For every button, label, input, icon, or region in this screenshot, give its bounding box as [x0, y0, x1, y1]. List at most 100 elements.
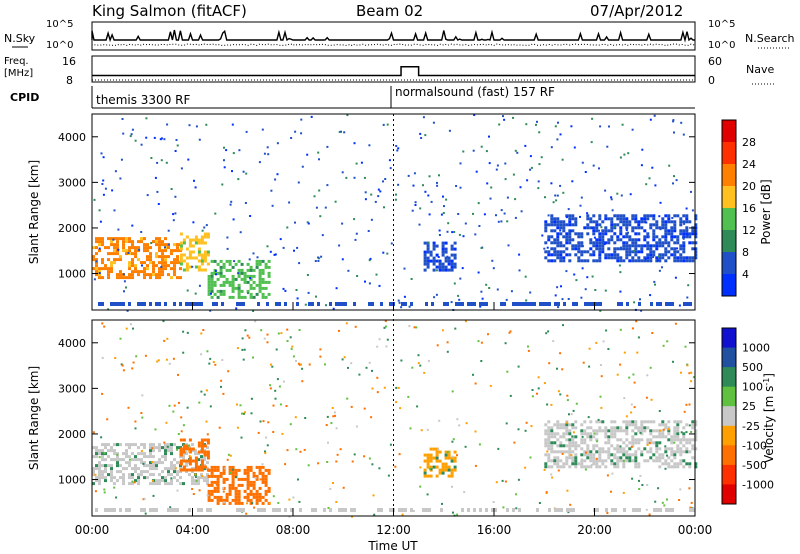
y-tick-label: 4000 — [58, 337, 86, 350]
velocity-cbar-tick: 500 — [742, 361, 763, 374]
y-tick-label: 1000 — [58, 474, 86, 487]
noise-tick-top-right: 10^5 — [708, 19, 735, 30]
freq-panel: Freq. [MHz] 16 8 60 0 Nave — [4, 55, 776, 87]
velocity-cbar-tick: 25 — [742, 400, 756, 413]
y-tick-label: 2000 — [58, 222, 86, 235]
velocity-cbar-swatch — [722, 484, 736, 505]
y-tick-label: 3000 — [58, 382, 86, 395]
freq-label-line2: [MHz] — [4, 68, 33, 79]
power-echo-region — [179, 232, 210, 272]
power-ylabel: Slant Range [km] — [27, 160, 41, 264]
velocity-scatter — [92, 320, 695, 518]
velocity-cbar-swatch — [722, 328, 736, 349]
power-echo-region — [544, 214, 698, 263]
power-cbar-swatch — [722, 252, 736, 275]
freq-tick-16: 16 — [62, 55, 76, 68]
nsearch-label: N.Search — [745, 32, 795, 45]
frequency-line — [92, 65, 695, 77]
power-echo-region — [92, 237, 182, 280]
noise-tick-bottom-left: 10^0 — [46, 40, 73, 51]
power-cbar-tick: 12 — [742, 224, 756, 237]
beam-title: Beam 02 — [356, 2, 423, 20]
velocity-cbar-swatch — [722, 445, 736, 466]
cpid-segment-2: normalsound (fast) 157 RF — [395, 85, 555, 99]
noise-panel: N.Sky 10^5 10^0 10^5 10^0 N.Search — [4, 19, 795, 51]
velocity-cbar-swatch — [722, 406, 736, 427]
y-tick-label: 2000 — [58, 428, 86, 441]
velocity-cbar-swatch — [722, 464, 736, 485]
velocity-cbar-swatch — [722, 425, 736, 446]
x-axis: 00:00 04:00 08:00 12:00 16:00 20:00 00:00 — [75, 114, 713, 537]
velocity-cbar-tick: -1000 — [742, 478, 774, 491]
velocity-ylabel: Slant Range [km] — [27, 366, 41, 470]
x-tick-label: 12:00 — [376, 523, 411, 537]
y-tick-label: 4000 — [58, 131, 86, 144]
power-colorbar: 28 24 20 16 12 8 4 — [721, 119, 756, 297]
velocity-cbar-tick: -500 — [742, 459, 767, 472]
velocity-cbar-label-text: Velocity [m s — [762, 386, 776, 463]
power-cbar-swatch — [722, 274, 736, 297]
power-echo-region — [207, 259, 271, 299]
velocity-cbar-tick: 100 — [742, 381, 763, 394]
power-scatter — [93, 114, 696, 312]
velocity-cbar-swatch — [722, 386, 736, 407]
nave-label: Nave — [746, 63, 774, 76]
nave-tick-60: 60 — [708, 55, 722, 68]
x-axis-label: Time UT — [367, 539, 418, 553]
velocity-echo-region — [544, 420, 698, 469]
x-tick-label: 20:00 — [577, 523, 612, 537]
power-echo-region — [423, 241, 457, 272]
power-cbar-label: Power [dB] — [759, 179, 773, 244]
velocity-cbar-label: Velocity [m s-1] — [762, 373, 776, 463]
velocity-cbar-tick: 1000 — [742, 342, 770, 355]
cpid-row: CPID themis 3300 RF normalsound (fast) 1… — [10, 85, 695, 109]
x-tick-label: 08:00 — [276, 523, 311, 537]
noise-search-line — [91, 43, 696, 47]
velocity-echo-region — [423, 447, 457, 478]
x-tick-label: 00:00 — [678, 523, 713, 537]
station-title: King Salmon (fitACF) — [92, 2, 247, 20]
power-cbar-swatch — [722, 186, 736, 209]
velocity-panel: 4000 3000 2000 1000 Slant Range [km] 1000 50… — [27, 319, 776, 518]
power-cbar-swatch — [722, 164, 736, 187]
power-cbar-swatch — [722, 230, 736, 253]
cpid-label: CPID — [10, 91, 39, 104]
power-cbar-tick: 8 — [742, 246, 749, 259]
power-cbar-tick: 20 — [742, 180, 756, 193]
cpid-segment-1: themis 3300 RF — [96, 93, 190, 107]
x-tick-label: 00:00 — [75, 523, 110, 537]
velocity-echo-region — [207, 465, 271, 505]
date-title: 07/Apr/2012 — [590, 2, 683, 20]
noise-sky-line — [91, 29, 695, 43]
power-cbar-tick: 24 — [742, 158, 756, 171]
power-cbar-swatch — [722, 120, 736, 143]
velocity-cbar-swatch — [722, 347, 736, 368]
velocity-cbar-swatch — [722, 367, 736, 388]
freq-label-line1: Freq. — [4, 56, 29, 67]
power-cbar-tick: 4 — [742, 268, 749, 281]
y-tick-label: 1000 — [58, 268, 86, 281]
nsky-label: N.Sky — [4, 32, 36, 45]
nave-tick-0: 0 — [708, 74, 715, 87]
velocity-cbar-label-close: ] — [762, 373, 776, 378]
noise-tick-top-left: 10^5 — [46, 19, 73, 30]
freq-tick-8: 8 — [66, 74, 73, 87]
velocity-cbar-tick: -100 — [742, 439, 767, 452]
power-cbar-tick: 28 — [742, 136, 756, 149]
velocity-cbar-frame — [721, 327, 737, 505]
x-tick-label: 16:00 — [477, 523, 512, 537]
velocity-colorbar: 1000 500 100 25 -25 -100 -500 -1000 — [721, 327, 774, 505]
noise-tick-bottom-right: 10^0 — [708, 40, 735, 51]
velocity-cbar-label-sup: -1 — [762, 378, 771, 386]
power-panel: 4000 3000 2000 1000 Slant Range [km] 28 24 20… — [27, 113, 773, 312]
velocity-echo-region — [179, 438, 210, 472]
y-tick-label: 3000 — [58, 176, 86, 189]
velocity-cbar-tick: -25 — [742, 420, 760, 433]
power-cbar-swatch — [722, 208, 736, 231]
x-tick-label: 04:00 — [175, 523, 210, 537]
power-cbar-swatch — [722, 142, 736, 165]
power-cbar-frame — [721, 119, 737, 297]
power-cbar-tick: 16 — [742, 202, 756, 215]
